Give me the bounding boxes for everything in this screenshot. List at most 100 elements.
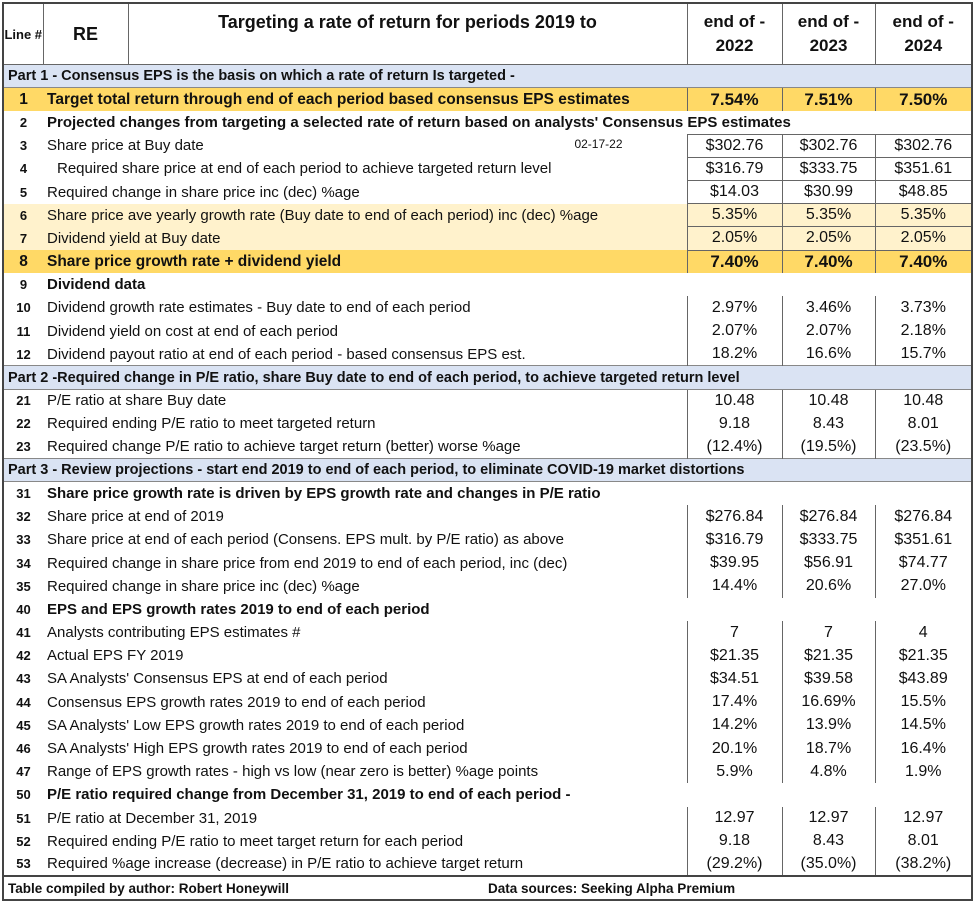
line-number: 32 (16, 509, 31, 525)
label-text: Required ending P/E ratio to meet target… (47, 415, 376, 433)
label-text: Share price growth rate is driven by EPS… (47, 485, 601, 503)
row-label: Required ending P/E ratio to meet target… (43, 830, 687, 853)
line-number: 4 (19, 161, 28, 177)
value-cell: 13.9% (781, 713, 876, 737)
row-label: Share price ave yearly growth rate (Buy … (43, 203, 687, 227)
line-number: 40 (16, 601, 31, 617)
line-number: 21 (16, 393, 31, 409)
value-cell: 8.01 (874, 412, 973, 436)
value-cell: 7.50% (874, 87, 973, 111)
value-cell: $56.91 (781, 551, 876, 575)
section-label: Part 2 -Required change in P/E ratio, sh… (3, 365, 972, 390)
table-row: 31 Share price growth rate is driven by E… (3, 482, 972, 505)
value-cell: 18.7% (781, 736, 876, 761)
line-number: 11 (16, 323, 31, 339)
table-row: 50 P/E ratio required change from Decembe… (3, 783, 972, 806)
label-text: Required ending P/E ratio to meet target… (47, 832, 464, 850)
row-label: Dividend data (43, 273, 972, 296)
row-label: Dividend yield at Buy date (43, 226, 687, 250)
table-title: Targeting a rate of return for periods 2… (127, 2, 688, 65)
label-text: P/E ratio required change from December … (47, 786, 571, 804)
line-number: 35 (16, 578, 31, 594)
value-cell: $276.84 (781, 505, 876, 529)
value-cell: $43.89 (874, 667, 973, 691)
value-cell: 7.51% (781, 87, 876, 111)
label-text: Dividend data (47, 276, 146, 294)
value-cell: 15.5% (874, 690, 973, 714)
label-text: EPS and EPS growth rates 2019 to end of … (47, 600, 430, 618)
value-cell: 14.5% (874, 713, 973, 737)
row-label: Dividend payout ratio at end of each per… (43, 343, 687, 366)
row-label: Consensus EPS growth rates 2019 to end o… (43, 691, 687, 714)
row-label: 02-17-22 Share price at Buy date (43, 134, 687, 157)
label-text: Required change in share price from end … (47, 554, 568, 572)
line-number: 23 (16, 439, 31, 455)
row-label: Required change P/E ratio to achieve tar… (43, 436, 687, 459)
value-cell: 2.05% (874, 226, 973, 251)
value-cell: (38.2%) (874, 852, 973, 877)
value-cell: $302.76 (686, 133, 783, 158)
row-label: Dividend yield on cost at end of each pe… (43, 320, 687, 343)
row-label: Dividend growth rate estimates - Buy dat… (43, 296, 687, 319)
row-label: Projected changes from targeting a selec… (43, 111, 972, 134)
table-row: 3 02-17-22 Share price at Buy date $302.76 $… (3, 133, 973, 158)
line-number: 53 (16, 856, 31, 872)
header-row: Line # RE Targeting a rate of return for… (2, 2, 973, 65)
row-label: Actual EPS FY 2019 (43, 644, 687, 667)
line-number: 22 (16, 416, 31, 432)
row-label: Required ending P/E ratio to meet target… (43, 412, 687, 435)
value-cell: $39.95 (686, 551, 783, 575)
table-row: 35 Required change in share price inc (de… (3, 574, 973, 598)
table-row: 34 Required change in share price from en… (3, 551, 973, 575)
line-number: 42 (16, 648, 31, 664)
label-text: Dividend yield on cost at end of each pe… (47, 322, 339, 340)
row-label: SA Analysts' High EPS growth rates 2019 … (43, 737, 687, 760)
line-header: Line # (2, 2, 44, 65)
line-number: 3 (19, 138, 28, 154)
value-cell: $351.61 (874, 156, 973, 181)
value-cell: (35.0%) (781, 852, 876, 877)
line-number: 46 (16, 741, 31, 757)
value-cell: $316.79 (686, 156, 783, 181)
label-text: Required share price at end of each peri… (57, 160, 552, 178)
value-cell: $276.84 (874, 505, 973, 529)
value-cell: 18.2% (686, 342, 783, 366)
value-cell: 2.07% (781, 319, 876, 343)
label-text: Required %age increase (decrease) in P/E… (47, 855, 524, 873)
table-row: 40 EPS and EPS growth rates 2019 to end o… (3, 598, 972, 621)
value-cell: 3.73% (874, 296, 973, 320)
label-text: Dividend yield at Buy date (47, 229, 221, 247)
period-year: 2024 (904, 36, 943, 55)
label-text: Required change in share price inc (dec)… (47, 183, 360, 201)
line-number: 9 (19, 277, 28, 293)
line-number: 34 (16, 555, 31, 571)
table-row: 5 Required change in share price inc (dec… (3, 179, 973, 205)
value-cell: $34.51 (686, 667, 783, 691)
value-cell: $333.75 (781, 156, 876, 181)
table-row: 1 Target total return through end of each… (3, 87, 973, 111)
line-number: 5 (19, 184, 28, 200)
value-cell: 7 (781, 621, 876, 645)
value-cell: 7.40% (781, 250, 876, 274)
row-label: SA Analysts' Low EPS growth rates 2019 t… (43, 714, 687, 737)
table-row: 8 Share price growth rate + dividend yiel… (3, 250, 973, 274)
label-text: P/E ratio at share Buy date (47, 392, 227, 410)
table-row: 42 Actual EPS FY 2019 $21.35 $21.35 $21.35 (3, 644, 973, 668)
line-number: 44 (16, 694, 31, 710)
row-label: Required change in share price inc (dec)… (43, 180, 687, 203)
table-row: 51 P/E ratio at December 31, 2019 12.97 12.… (3, 806, 973, 830)
label-text: Required change in share price inc (dec)… (47, 577, 360, 595)
table-row: 10 Dividend growth rate estimates - Buy d… (3, 296, 973, 320)
line-number: 41 (16, 625, 31, 641)
label-text: Analysts contributing EPS estimates # (47, 624, 301, 642)
line-number: 6 (3, 203, 43, 227)
value-cell: 9.18 (686, 412, 783, 436)
value-cell: 14.2% (686, 713, 783, 737)
value-cell: 14.4% (686, 574, 783, 598)
value-cell: 4.8% (781, 760, 876, 784)
period-header: end of - 2022 (686, 2, 783, 65)
value-cell: 2.18% (874, 319, 973, 343)
label-text: Dividend growth rate estimates - Buy dat… (47, 299, 471, 317)
table-row: 41 Analysts contributing EPS estimates # 7… (3, 621, 973, 645)
